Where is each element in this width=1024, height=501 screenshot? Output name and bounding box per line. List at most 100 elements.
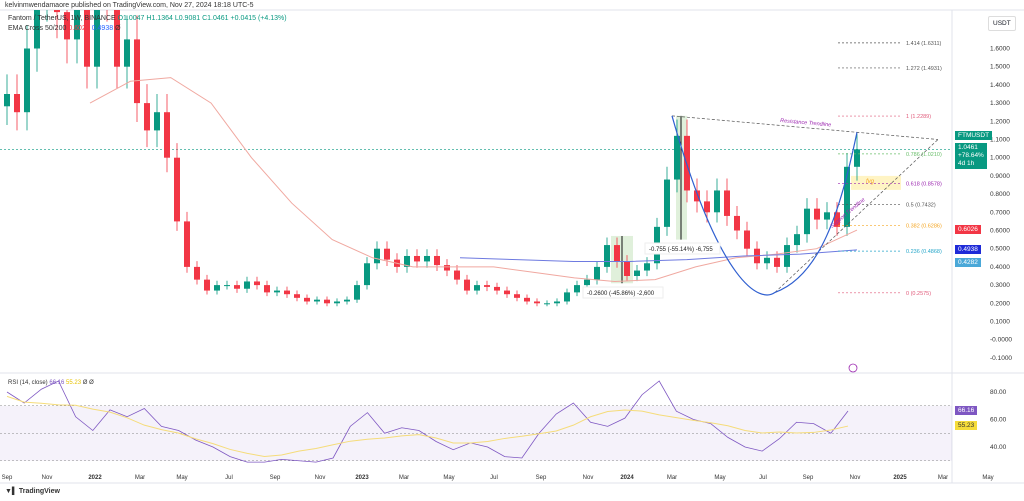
- price-tick: -0.1000: [990, 355, 1012, 362]
- measure-label-bg: [582, 286, 664, 299]
- candle: [484, 285, 490, 287]
- time-tick: Nov: [583, 475, 594, 481]
- price-pane: [0, 10, 952, 307]
- fib-level-label: 1.272 (1.4931): [906, 66, 942, 72]
- candle: [384, 248, 390, 260]
- candle: [554, 301, 560, 304]
- candle: [804, 208, 810, 235]
- candle: [674, 135, 680, 180]
- price-tick: 0.9000: [990, 173, 1010, 180]
- candle: [164, 112, 170, 158]
- resistance-trendline: [671, 115, 939, 140]
- candle: [784, 245, 790, 267]
- currency-button[interactable]: USDT: [988, 16, 1016, 31]
- candle: [724, 190, 730, 216]
- candle: [824, 212, 830, 220]
- candle: [584, 279, 590, 286]
- time-tick: May: [982, 475, 993, 481]
- candle: [74, 10, 80, 40]
- ema200-line: [459, 249, 858, 262]
- publisher-credit: kelvinmwendamaore published on TradingVi…: [5, 2, 254, 9]
- rsi-label[interactable]: RSI (14, close): [8, 380, 48, 386]
- rsi-ma-tag: 55.23: [955, 421, 978, 430]
- price-tick: 1.3000: [990, 100, 1010, 107]
- candle: [524, 297, 530, 302]
- candle: [614, 245, 620, 262]
- ema50-line: [89, 77, 858, 282]
- price-tick: 1.6000: [990, 46, 1010, 53]
- other-tag: 0.4282: [955, 258, 981, 267]
- fib-level-label: 1.414 (1.6311): [906, 41, 942, 47]
- candle: [284, 290, 290, 295]
- candle: [494, 286, 500, 291]
- candle: [324, 299, 330, 304]
- candle: [434, 255, 440, 266]
- measure-label-bg: [644, 242, 721, 255]
- price-tick: 0.1000: [990, 319, 1010, 326]
- candle: [694, 190, 700, 202]
- candle: [354, 285, 360, 300]
- time-tick: Nov: [315, 475, 326, 481]
- candle: [174, 157, 180, 222]
- time-tick: May: [714, 475, 725, 481]
- rsi-extra: Ø Ø: [82, 380, 94, 386]
- ema50-tag: 0.6026: [955, 225, 981, 234]
- candle: [794, 234, 800, 246]
- candle: [634, 270, 640, 276]
- time-tick: Sep: [2, 475, 13, 481]
- candle: [344, 299, 350, 302]
- candle: [444, 265, 450, 271]
- candle: [464, 279, 470, 291]
- price-change: +78.64%: [958, 152, 984, 159]
- candle: [454, 270, 460, 280]
- time-tick: May: [443, 475, 454, 481]
- candle: [184, 221, 190, 267]
- cup-curve: [671, 115, 858, 296]
- candle: [764, 257, 770, 264]
- candle: [294, 294, 300, 298]
- time-tick: Jul: [225, 475, 233, 481]
- candle: [84, 10, 90, 67]
- tradingview-logo[interactable]: ▼▌ TradingView: [5, 488, 60, 495]
- candle: [404, 255, 410, 267]
- candle: [514, 294, 520, 298]
- price-tick: 0.3000: [990, 282, 1010, 289]
- candle: [364, 263, 370, 286]
- symbol-tag: FTMUSDT: [955, 131, 993, 140]
- time-tick: Mar: [667, 475, 677, 481]
- candle: [604, 245, 610, 267]
- fib-level-label: 0.786 (1.0210): [906, 152, 942, 158]
- current-price: 1.0461: [958, 144, 978, 151]
- time-tick: Jul: [759, 475, 767, 481]
- candle: [54, 10, 60, 13]
- candle: [134, 39, 140, 104]
- price-tick: 0.6000: [990, 228, 1010, 235]
- symbol-name[interactable]: Fantom / TetherUS, 1W, BINANCE: [8, 15, 116, 22]
- candle: [534, 301, 540, 304]
- time-tick: May: [176, 475, 187, 481]
- ema-legend: EMA Cross 50/200 0.6026 0.4938 Ø: [8, 25, 121, 32]
- time-tick: Nov: [42, 475, 53, 481]
- candle: [834, 212, 840, 227]
- candle: [24, 48, 30, 113]
- candle: [4, 94, 10, 107]
- measure-label: -0.755 (-55.14%) -6,755: [649, 247, 713, 253]
- candle: [424, 255, 430, 262]
- candle: [264, 285, 270, 293]
- event-icon: [848, 363, 858, 373]
- time-tick: Mar: [135, 475, 145, 481]
- price-tag: 1.0461 +78.64% 4d 1h: [955, 143, 987, 169]
- fvg-label: fvg: [866, 179, 875, 185]
- time-tick: Jul: [490, 475, 498, 481]
- price-tick: 1.4000: [990, 82, 1010, 89]
- candle: [374, 248, 380, 264]
- price-tick: 0.8000: [990, 191, 1010, 198]
- support-trendline: [774, 139, 939, 293]
- price-tick: -0.0000: [990, 337, 1012, 344]
- candle: [144, 103, 150, 131]
- rsi-axis-tick: 80.00: [990, 389, 1007, 396]
- candle: [574, 285, 580, 293]
- rsi-ma-value: 55.23: [66, 380, 82, 386]
- ema-label[interactable]: EMA Cross 50/200: [8, 25, 67, 32]
